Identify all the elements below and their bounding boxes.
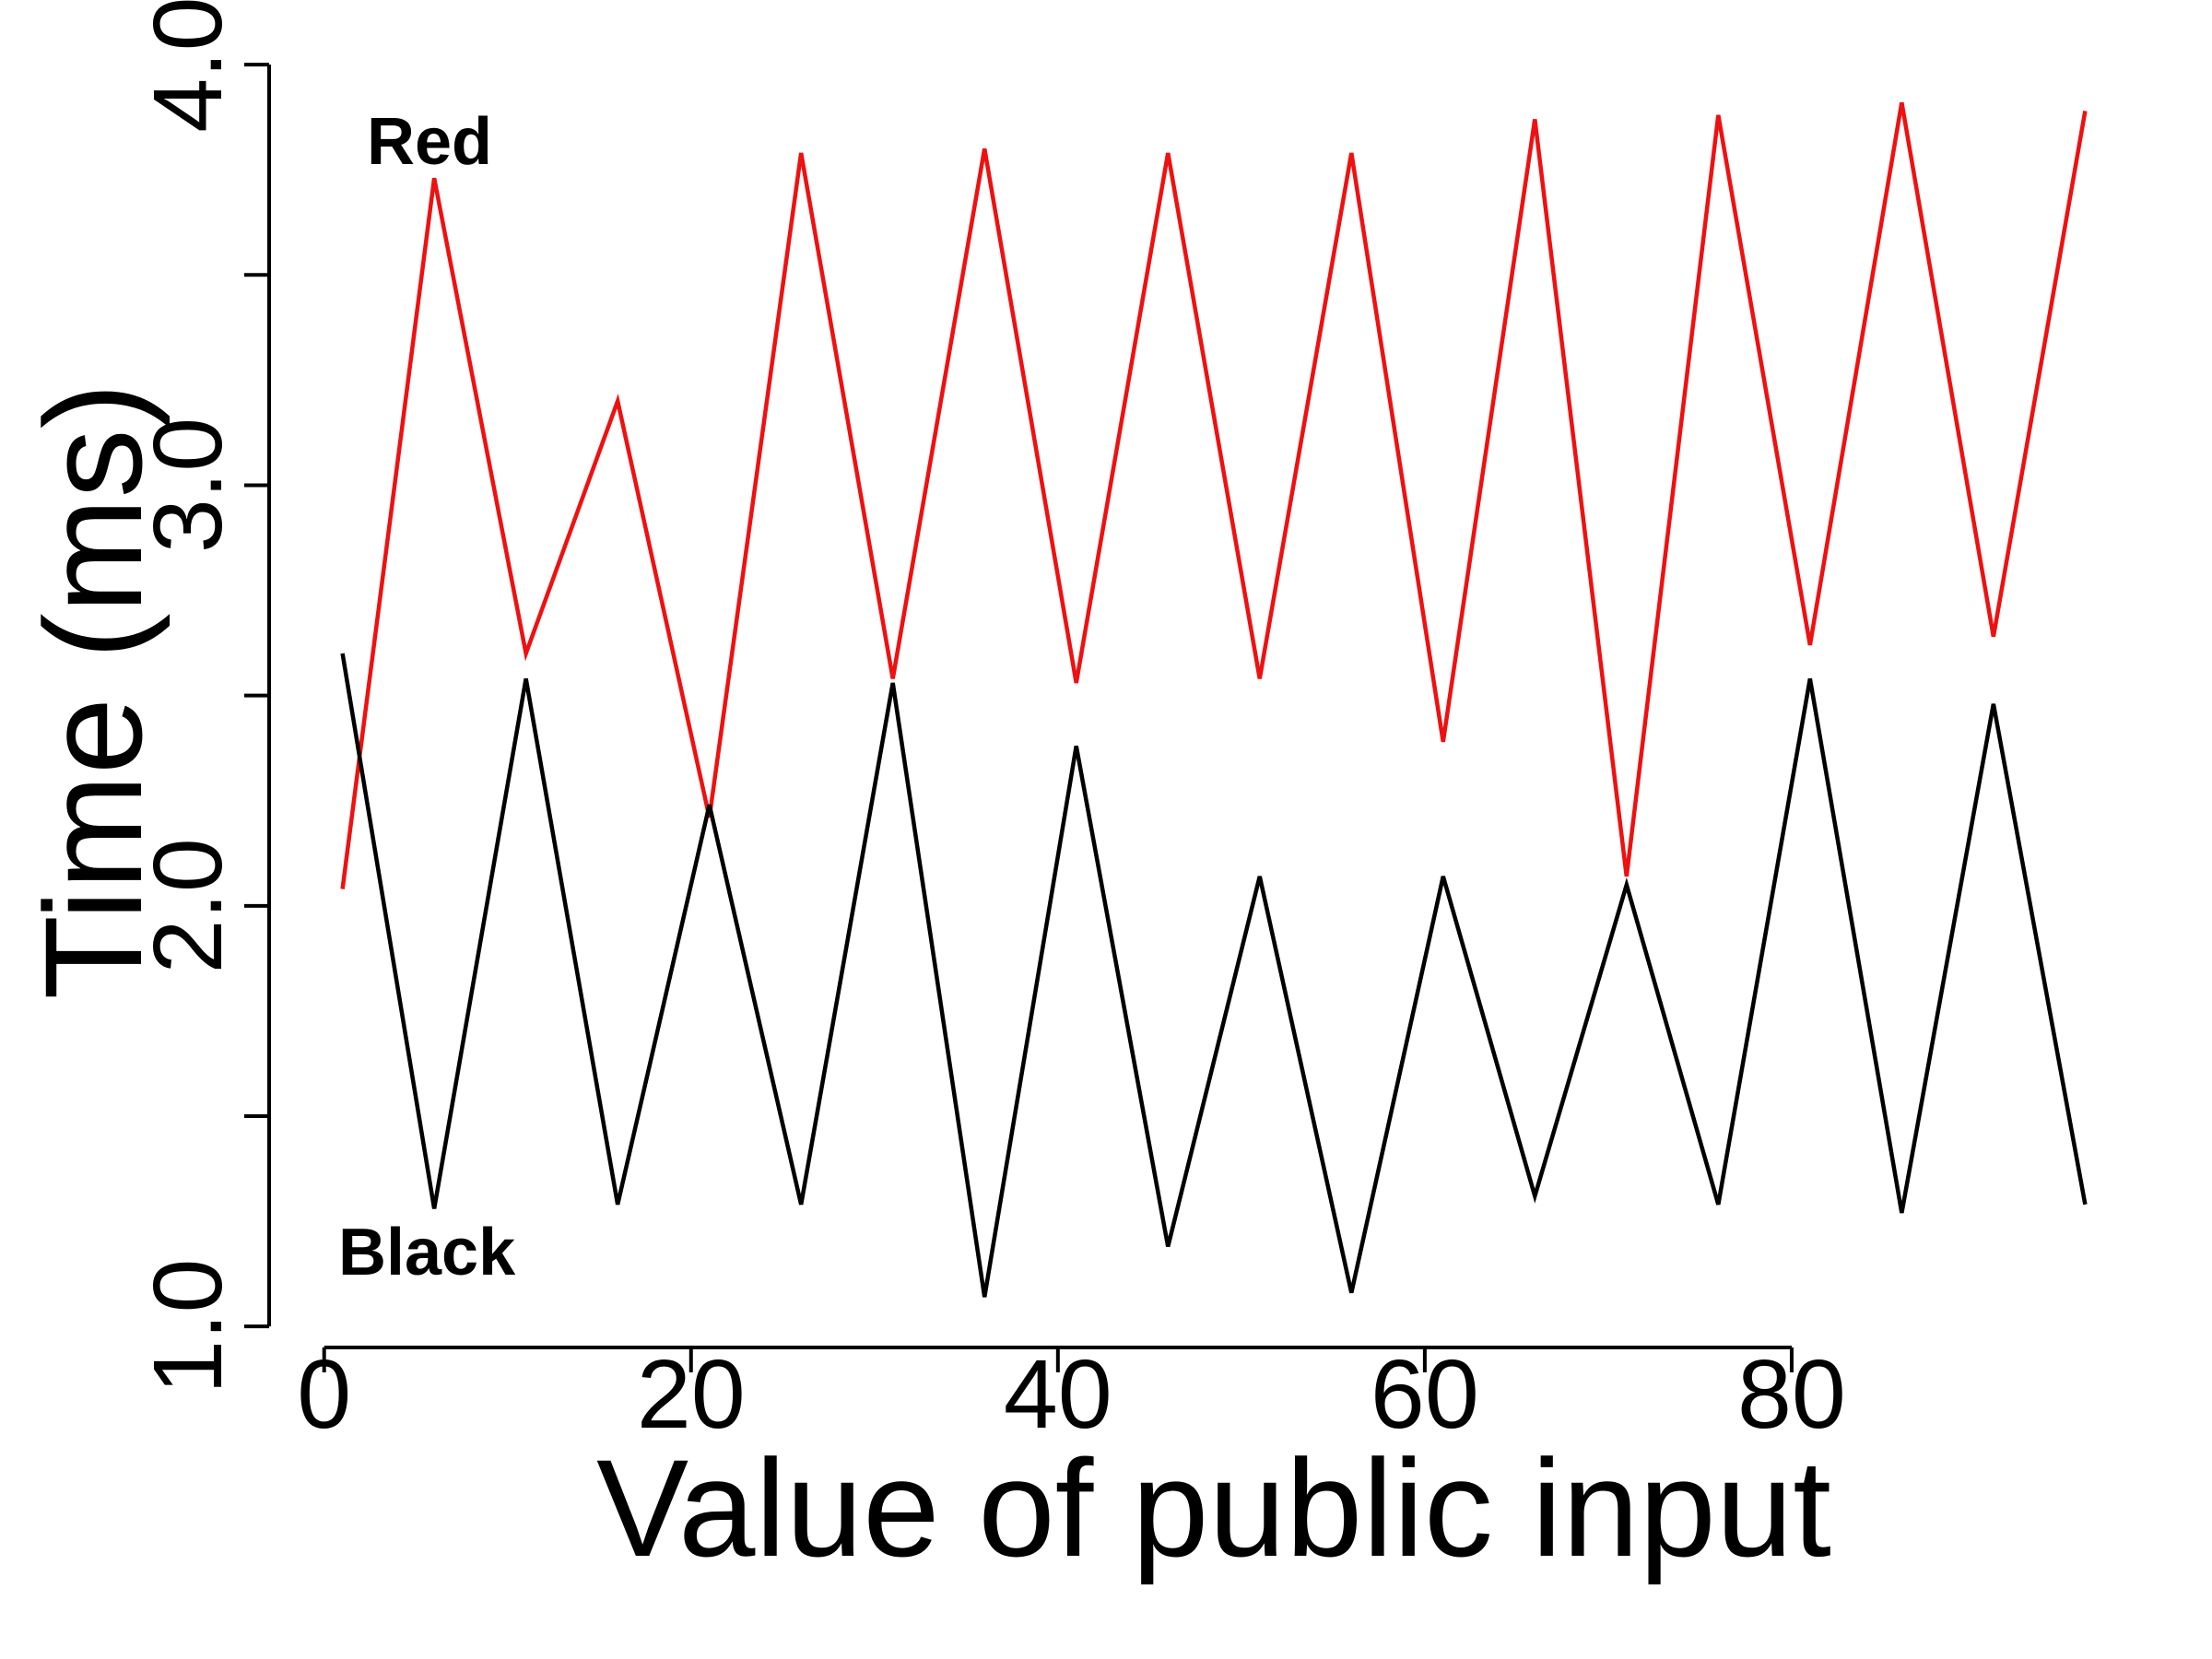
- x-tick-label: 40: [1004, 1340, 1112, 1449]
- y-tick-label: 2.0: [134, 838, 242, 973]
- y-tick-label: 3.0: [134, 418, 242, 553]
- y-tick-label: 1.0: [134, 1259, 242, 1394]
- series-line: [340, 101, 2088, 889]
- x-tick-label: 0: [297, 1340, 351, 1449]
- series-line: [340, 653, 2088, 1298]
- series-label: Red: [367, 105, 492, 179]
- series-label: Black: [338, 1216, 516, 1289]
- y-axis-title: Time (ms): [16, 382, 171, 999]
- x-tick-label: 20: [637, 1340, 746, 1449]
- y-tick-label: 4.0: [134, 0, 242, 133]
- x-axis-title: Value of public input: [596, 1430, 1831, 1585]
- x-tick-label: 80: [1737, 1340, 1846, 1449]
- x-tick-label: 60: [1371, 1340, 1479, 1449]
